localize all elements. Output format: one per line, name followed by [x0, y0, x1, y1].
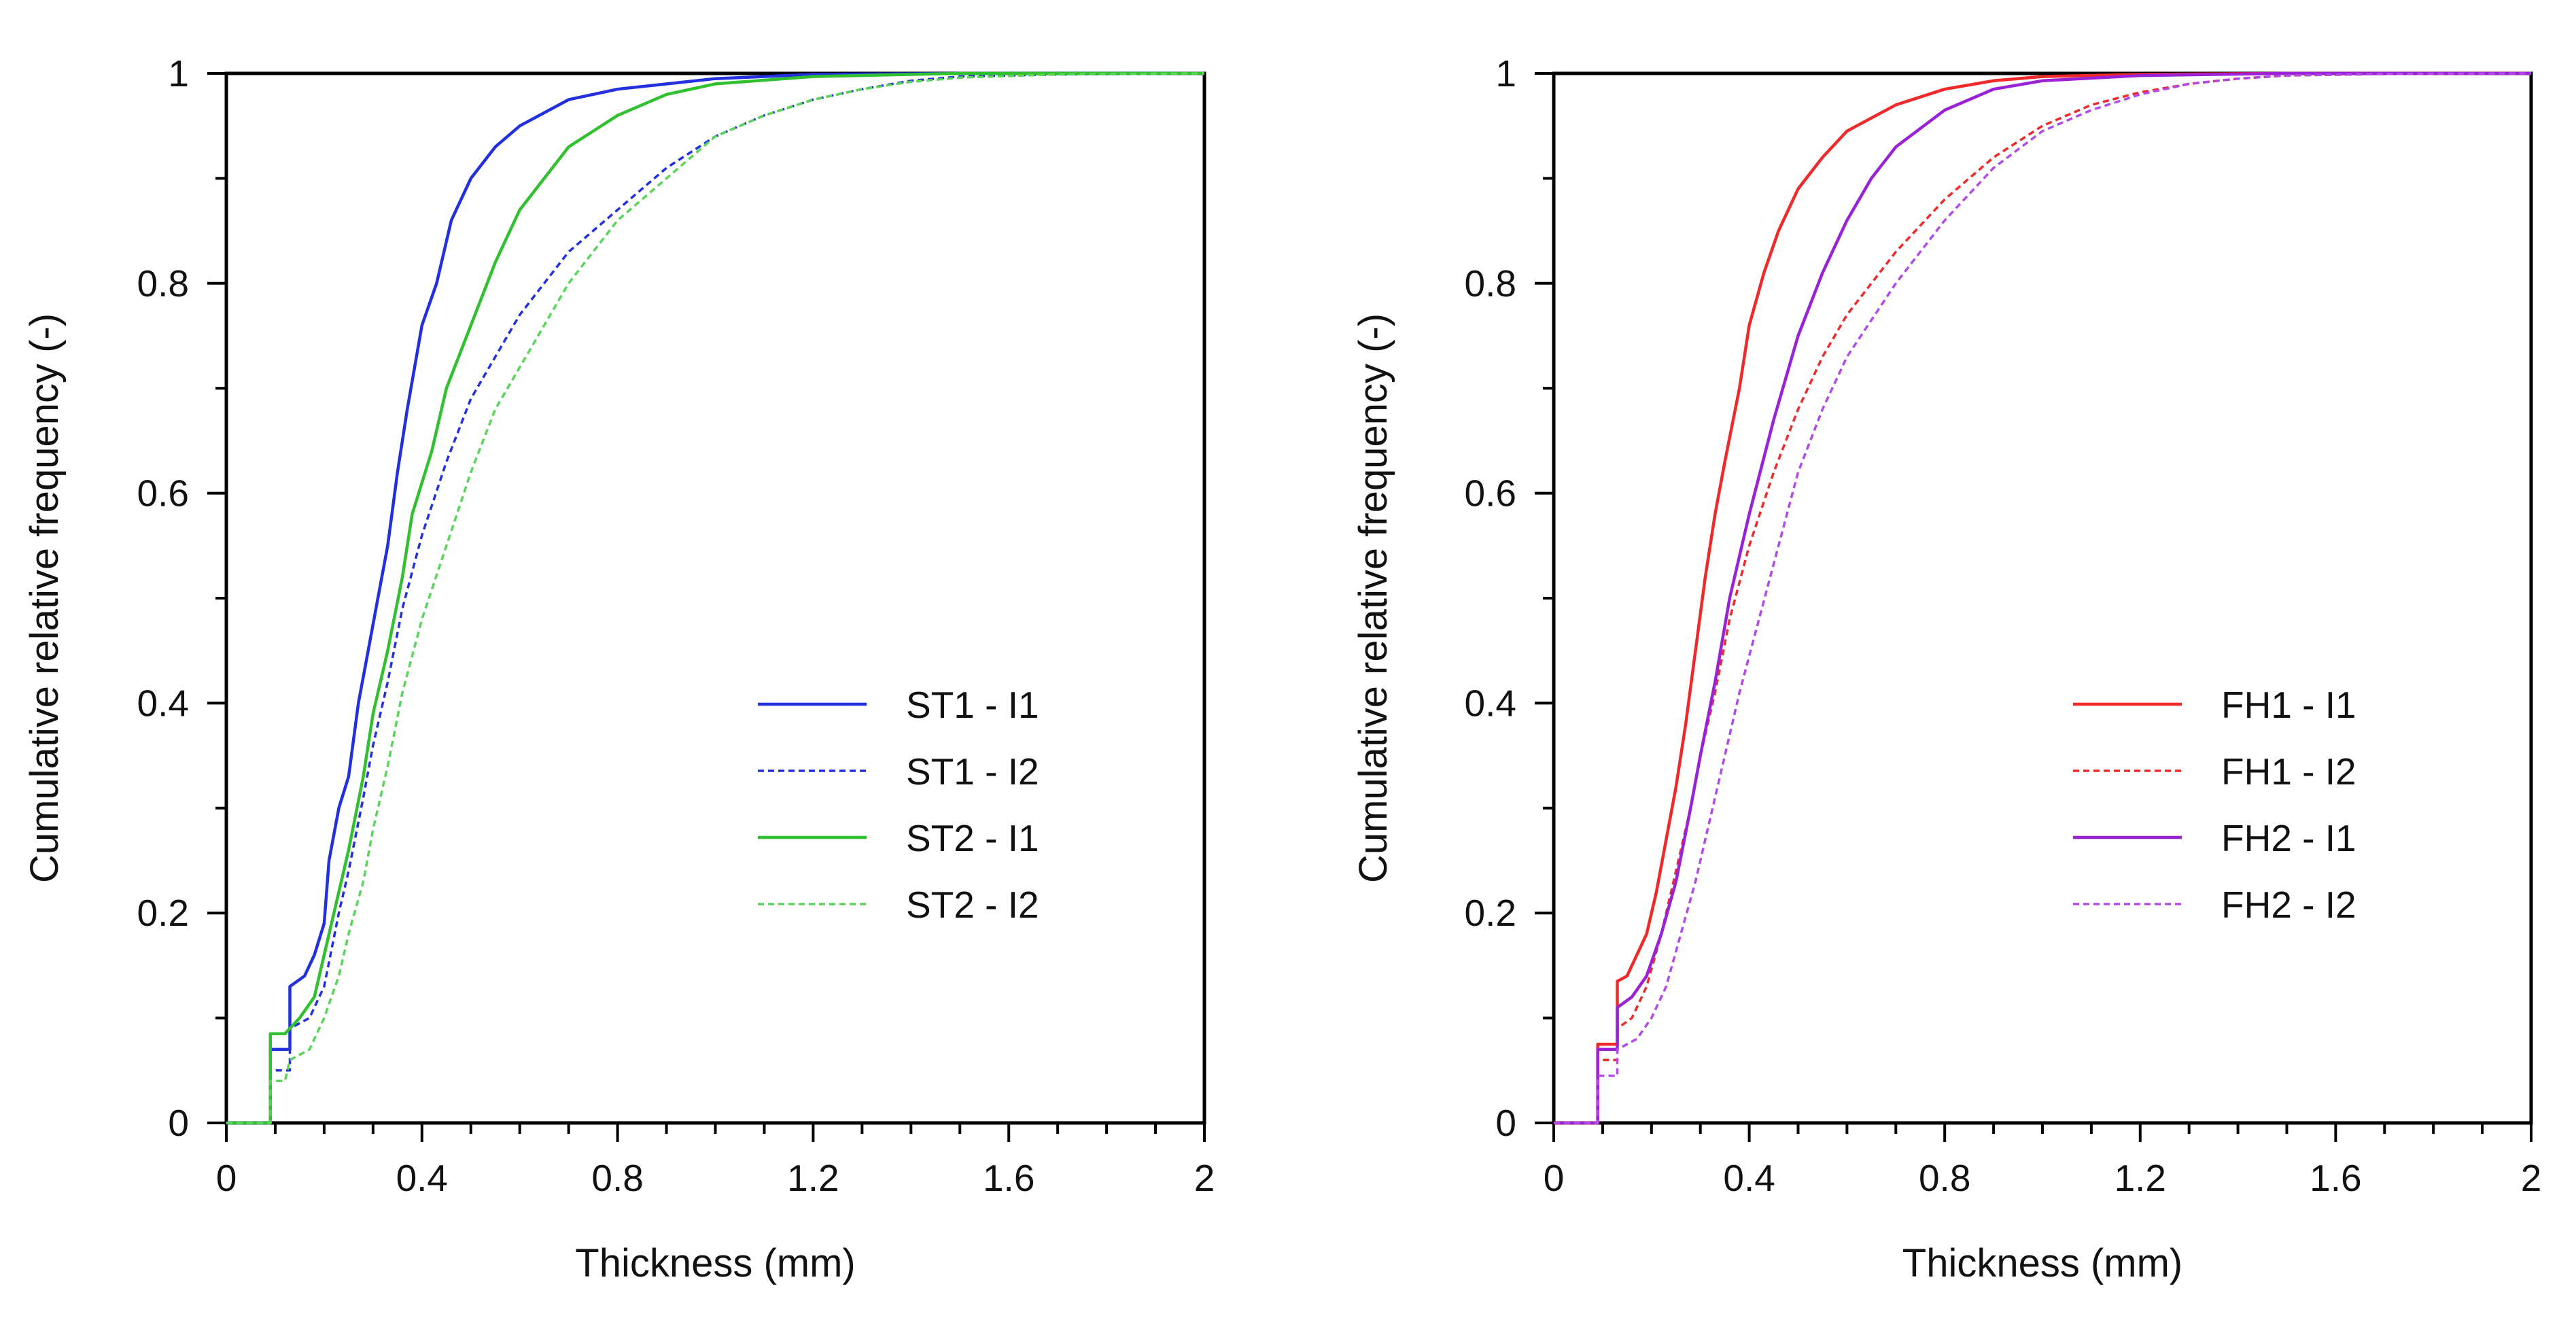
right-y-tick-label: 1 [1495, 52, 1516, 94]
right-series-line-1 [1554, 71, 2531, 1125]
left-y-tick-label: 0.8 [137, 262, 189, 305]
chart-panel-right: 0 0.4 0.8 1.2 1.6 2 0 0.2 0.4 0.6 0.8 1 Thickness (m… [1351, 52, 2541, 1285]
right-x-tick-label: 0 [1544, 1157, 1565, 1199]
right-legend-label-1: FH1 - I1 [2221, 684, 2356, 726]
left-series-line-1 [226, 71, 1204, 1125]
left-x-axis-title: Thickness (mm) [575, 1241, 855, 1285]
right-y-tick-label: 0.4 [1465, 682, 1516, 724]
right-y-tick-label: 0.8 [1465, 262, 1516, 305]
left-x-tick-label: 1.6 [983, 1157, 1034, 1199]
right-x-axis-title: Thickness (mm) [1902, 1241, 2182, 1285]
left-y-tick-label: 0.4 [137, 682, 189, 724]
right-legend-label-2: FH1 - I2 [2221, 750, 2356, 793]
right-x-tick-label: 1.6 [2310, 1157, 2361, 1199]
right-y-tick-label: 0 [1495, 1102, 1516, 1144]
left-x-tick-label: 2 [1194, 1157, 1215, 1199]
left-x-tick-label: 0.8 [591, 1157, 643, 1199]
left-y-tick-label: 0.2 [137, 892, 189, 934]
left-legend-label-4: ST2 - I2 [906, 884, 1039, 926]
left-y-tick-label: 0 [168, 1102, 189, 1144]
left-plot-frame [224, 71, 1206, 1125]
right-x-tick-label: 1.2 [2114, 1157, 2166, 1199]
chart-panel-left: 0 0.4 0.8 1.2 1.6 2 0 0.2 0.4 0.6 0.8 1 Thickness (m… [22, 52, 1215, 1285]
right-series-line-4 [1554, 72, 2532, 1124]
left-series-line-2 [226, 72, 1205, 1124]
right-y-tick-label: 0.2 [1465, 892, 1516, 934]
left-legend-label-3: ST2 - I1 [906, 817, 1039, 859]
right-series-line-3 [1554, 71, 2531, 1125]
right-legend-label-4: FH2 - I2 [2221, 884, 2356, 926]
right-y-axis-title: Cumulative relative frequency (-) [1351, 313, 1395, 883]
left-x-tick-label: 0 [216, 1157, 237, 1199]
left-x-tick-label: 0.4 [396, 1157, 448, 1199]
right-y-tick-label: 0.6 [1465, 472, 1516, 515]
left-x-tick-label: 1.2 [787, 1157, 839, 1199]
left-legend-label-2: ST1 - I2 [906, 750, 1039, 793]
right-x-tick-label: 0.8 [1919, 1157, 1970, 1199]
right-plot-frame [1552, 71, 2533, 1125]
left-series-line-4 [226, 72, 1205, 1124]
right-x-tick-label: 2 [2521, 1157, 2542, 1199]
right-legend-label-3: FH2 - I1 [2221, 817, 2356, 859]
right-series-line-2 [1554, 72, 2532, 1124]
left-y-tick-label: 0.6 [137, 472, 189, 515]
left-y-tick-label: 1 [168, 52, 189, 94]
left-y-axis-title: Cumulative relative frequency (-) [22, 313, 67, 883]
left-series-line-3 [226, 71, 1204, 1125]
left-legend-label-1: ST1 - I1 [906, 684, 1039, 726]
right-x-tick-label: 0.4 [1723, 1157, 1775, 1199]
